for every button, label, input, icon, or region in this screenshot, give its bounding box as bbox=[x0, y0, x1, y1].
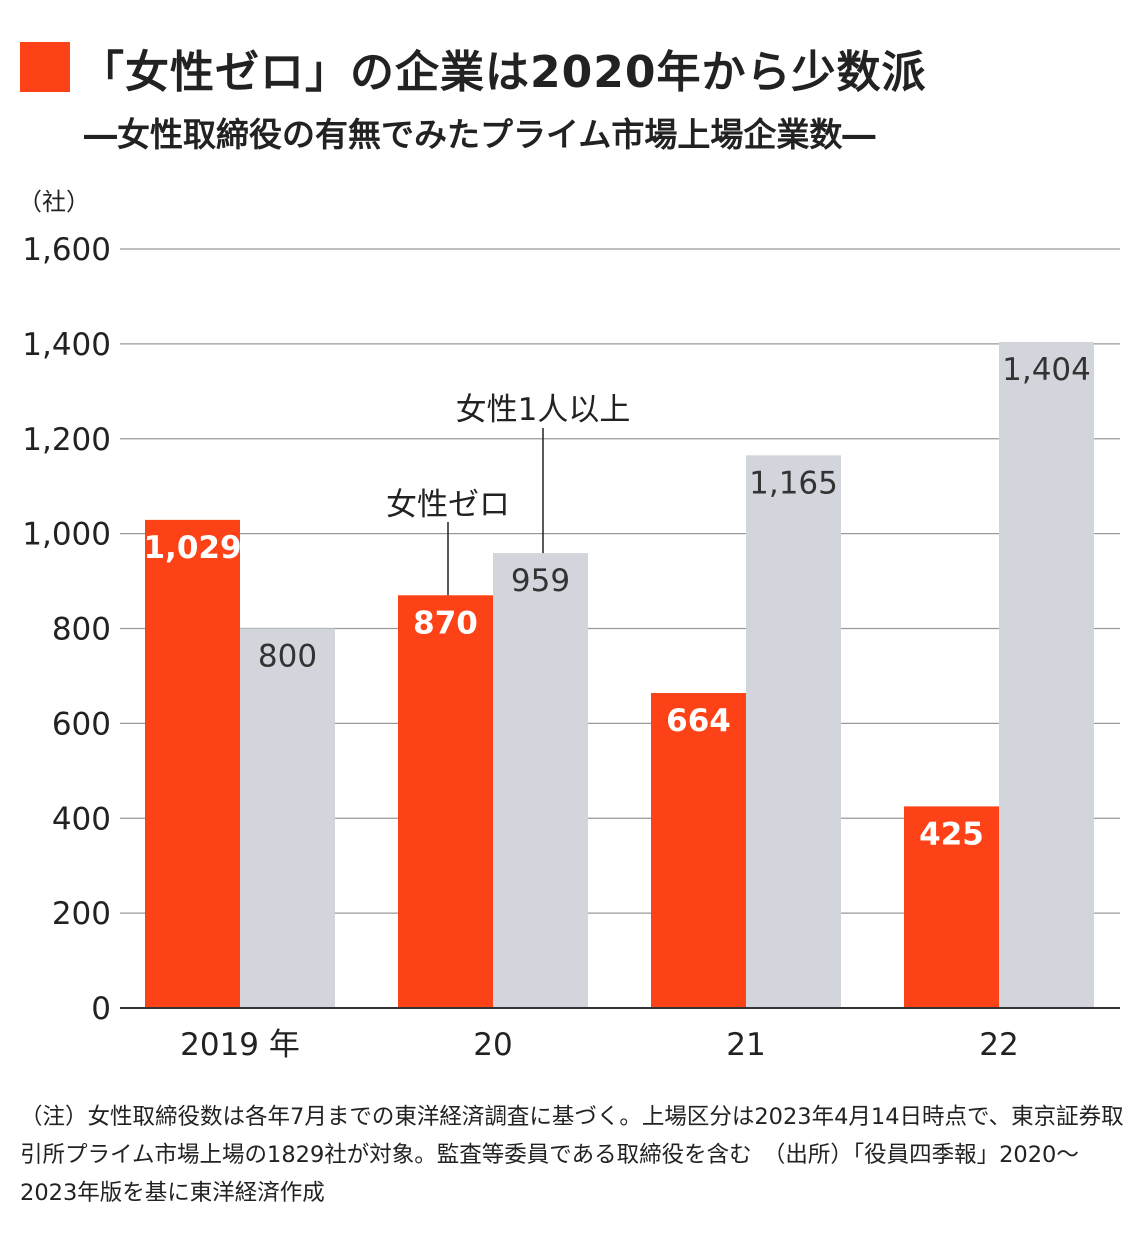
data-label: 664 bbox=[666, 703, 731, 739]
y-tick-label: 800 bbox=[52, 612, 111, 648]
data-label: 800 bbox=[258, 639, 317, 675]
y-tick-label: 1,600 bbox=[22, 232, 111, 268]
bar-female-zero bbox=[398, 595, 493, 1008]
bar-one-or-more bbox=[999, 341, 1094, 1008]
data-label: 1,029 bbox=[143, 530, 241, 566]
y-tick-label: 400 bbox=[52, 801, 111, 837]
y-tick-label: 0 bbox=[91, 991, 111, 1027]
legend-label-one-or-more: 女性1人以上 bbox=[456, 392, 631, 428]
data-label: 870 bbox=[413, 605, 478, 641]
bar-female-zero bbox=[904, 806, 999, 1008]
footnote: （注）女性取締役数は各年7月までの東洋経済調査に基づく。上場区分は2023年4月… bbox=[20, 1104, 1124, 1206]
data-label: 959 bbox=[511, 563, 570, 599]
y-tick-label: 1,400 bbox=[22, 327, 111, 363]
chart-subtitle: ―女性取締役の有無でみたプライム市場上場企業数― bbox=[84, 115, 876, 154]
bar-one-or-more bbox=[746, 455, 841, 1008]
bar-female-zero bbox=[145, 519, 240, 1008]
y-tick-label: 600 bbox=[52, 706, 111, 742]
bar-one-or-more bbox=[493, 553, 588, 1008]
x-tick-label: 22 bbox=[979, 1027, 1018, 1063]
title-color-marker bbox=[20, 42, 70, 92]
y-tick-label: 1,000 bbox=[22, 517, 111, 553]
data-label: 425 bbox=[919, 816, 984, 852]
y-axis-unit: （社） bbox=[18, 188, 90, 216]
chart-title: 「女性ゼロ」の企業は2020年から少数派 bbox=[80, 47, 927, 98]
y-tick-label: 200 bbox=[52, 896, 111, 932]
data-label: 1,165 bbox=[749, 465, 838, 501]
x-tick-label: 20 bbox=[473, 1027, 512, 1063]
data-label: 1,404 bbox=[1002, 352, 1091, 388]
y-tick-label: 1,200 bbox=[22, 422, 111, 458]
x-tick-label: 2019 年 bbox=[180, 1027, 300, 1063]
x-tick-label: 21 bbox=[726, 1027, 765, 1063]
legend-label-female-zero: 女性ゼロ bbox=[386, 487, 510, 523]
bar-female-zero bbox=[651, 693, 746, 1008]
bar-one-or-more bbox=[240, 628, 335, 1008]
